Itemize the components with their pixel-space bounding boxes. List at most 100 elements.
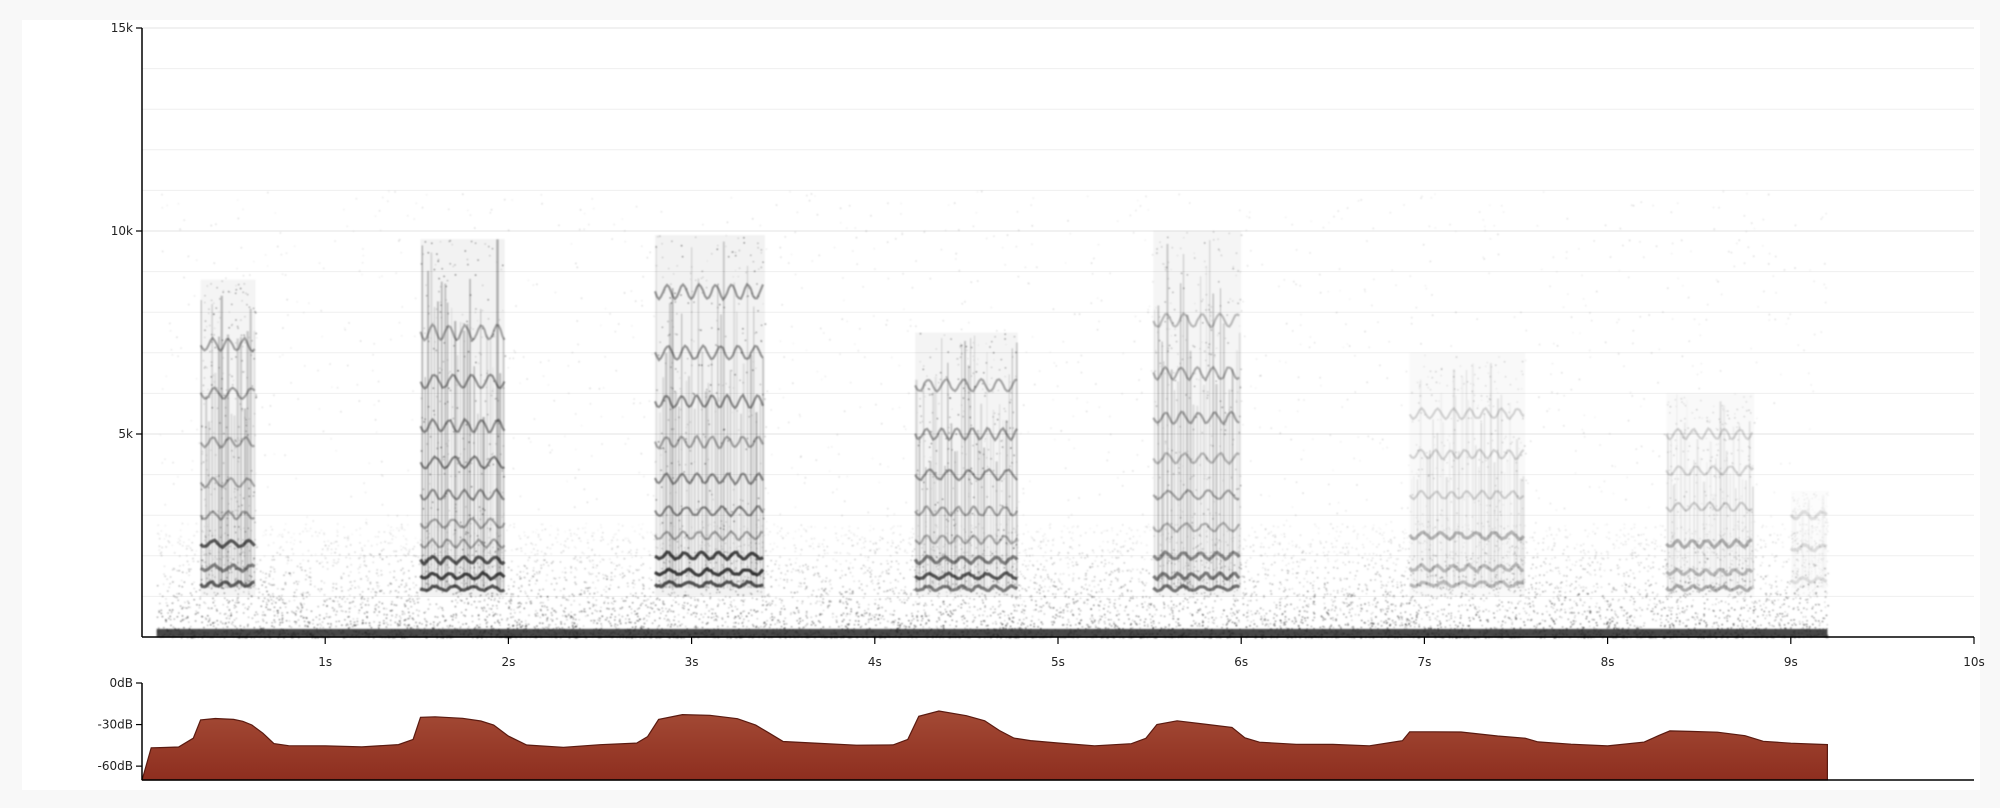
noise-speck <box>1299 561 1301 564</box>
noise-speck <box>1451 589 1454 591</box>
noise-speck <box>413 586 416 589</box>
noise-speck <box>1119 550 1121 553</box>
noise-speck <box>1742 627 1745 629</box>
noise-speck <box>1024 549 1027 551</box>
noise-speck <box>1694 618 1696 621</box>
noise-speck <box>168 541 171 544</box>
noise-speck <box>1638 589 1640 591</box>
noise-speck <box>303 617 305 619</box>
noise-speck <box>1542 549 1544 551</box>
noise-speck <box>323 532 325 534</box>
noise-speck <box>1588 572 1591 575</box>
noise-speck <box>267 544 270 546</box>
noise-speck <box>327 547 329 550</box>
noise-speck <box>387 584 389 587</box>
noise-speck <box>1344 543 1347 545</box>
noise-speck <box>1130 590 1133 592</box>
noise-speck <box>1596 561 1599 564</box>
noise-speck <box>1606 523 1608 526</box>
noise-speck <box>532 567 535 569</box>
noise-speck <box>1799 597 1802 600</box>
noise-speck <box>1311 550 1313 553</box>
noise-speck <box>1385 584 1388 586</box>
noise-speck <box>531 543 534 546</box>
noise-speck <box>177 541 179 544</box>
noise-speck <box>572 624 574 627</box>
noise-speck <box>1336 614 1339 616</box>
noise-speck <box>1368 604 1370 606</box>
noise-speck <box>579 561 581 563</box>
noise-speck <box>1213 593 1216 595</box>
noise-speck <box>815 566 818 568</box>
noise-speck <box>228 617 231 620</box>
noise-speck <box>408 594 410 596</box>
noise-speck <box>621 567 623 569</box>
noise-speck <box>1380 620 1382 622</box>
noise-speck <box>876 583 879 585</box>
noise-speck <box>798 618 801 620</box>
noise-speck <box>841 601 844 604</box>
noise-speck <box>1661 549 1663 552</box>
noise-speck <box>156 585 159 587</box>
noise-speck <box>910 592 912 595</box>
noise-speck <box>1764 582 1767 585</box>
noise-speck <box>1268 532 1270 534</box>
noise-speck <box>582 527 584 529</box>
spectrogram-image <box>156 190 1829 639</box>
noise-speck <box>1736 600 1739 603</box>
noise-speck <box>1197 570 1200 572</box>
noise-speck <box>1376 571 1379 573</box>
noise-speck <box>1404 529 1406 531</box>
noise-speck <box>1644 582 1647 585</box>
noise-speck <box>1631 557 1634 559</box>
noise-speck <box>874 603 876 605</box>
noise-speck <box>923 609 925 611</box>
noise-speck <box>535 531 537 534</box>
noise-speck <box>1698 561 1701 564</box>
noise-speck <box>1045 559 1047 562</box>
noise-speck <box>180 620 182 622</box>
noise-speck <box>351 533 353 535</box>
noise-speck <box>1633 586 1636 589</box>
noise-speck <box>565 616 568 618</box>
noise-speck <box>909 537 911 539</box>
noise-speck <box>355 624 357 626</box>
noise-speck <box>1483 600 1485 602</box>
noise-speck <box>1603 569 1606 572</box>
noise-speck <box>542 588 544 591</box>
noise-speck <box>1791 624 1794 626</box>
noise-speck <box>1016 596 1019 598</box>
noise-speck <box>1826 628 1828 630</box>
noise-speck <box>1598 611 1600 613</box>
noise-speck <box>601 536 603 538</box>
noise-speck <box>385 622 388 624</box>
noise-speck <box>1040 576 1042 579</box>
noise-speck <box>521 586 523 588</box>
noise-speck <box>300 593 302 595</box>
noise-speck <box>794 550 797 553</box>
noise-speck <box>1660 615 1663 617</box>
noise-speck <box>899 572 902 575</box>
noise-speck <box>1379 532 1381 535</box>
noise-speck <box>1514 607 1517 609</box>
noise-speck <box>255 621 257 623</box>
noise-speck <box>654 571 656 573</box>
noise-speck <box>1057 554 1059 556</box>
noise-speck <box>762 604 765 606</box>
noise-speck <box>1529 606 1532 608</box>
noise-speck <box>1206 595 1208 597</box>
noise-speck <box>1295 544 1298 546</box>
noise-speck <box>1435 574 1437 576</box>
noise-speck <box>930 600 933 602</box>
noise-speck <box>373 621 375 623</box>
noise-speck <box>565 598 568 601</box>
noise-speck <box>1620 542 1622 544</box>
noise-speck <box>1078 613 1081 616</box>
noise-speck <box>1358 614 1360 616</box>
noise-speck <box>418 563 421 565</box>
noise-speck <box>955 625 957 627</box>
noise-speck <box>1390 542 1392 544</box>
noise-speck <box>1379 575 1382 577</box>
noise-speck <box>892 623 895 626</box>
noise-speck <box>1360 607 1362 609</box>
